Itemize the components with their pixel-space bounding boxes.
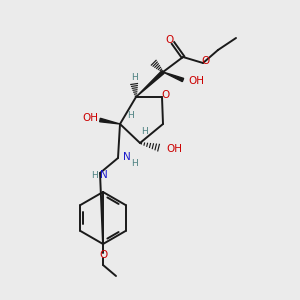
Polygon shape (100, 118, 120, 124)
Text: N: N (100, 170, 108, 180)
Polygon shape (136, 71, 164, 97)
Text: OH: OH (166, 144, 182, 154)
Text: H: H (127, 112, 134, 121)
Text: OH: OH (188, 76, 204, 86)
Text: O: O (99, 250, 107, 260)
Text: O: O (161, 90, 169, 100)
Text: O: O (165, 35, 173, 45)
Text: OH: OH (82, 113, 98, 123)
Text: O: O (202, 56, 210, 66)
Text: N: N (123, 152, 131, 162)
Text: H: H (142, 127, 148, 136)
Text: H: H (91, 170, 98, 179)
Text: H: H (130, 160, 137, 169)
Polygon shape (163, 72, 184, 82)
Text: H: H (130, 74, 137, 82)
